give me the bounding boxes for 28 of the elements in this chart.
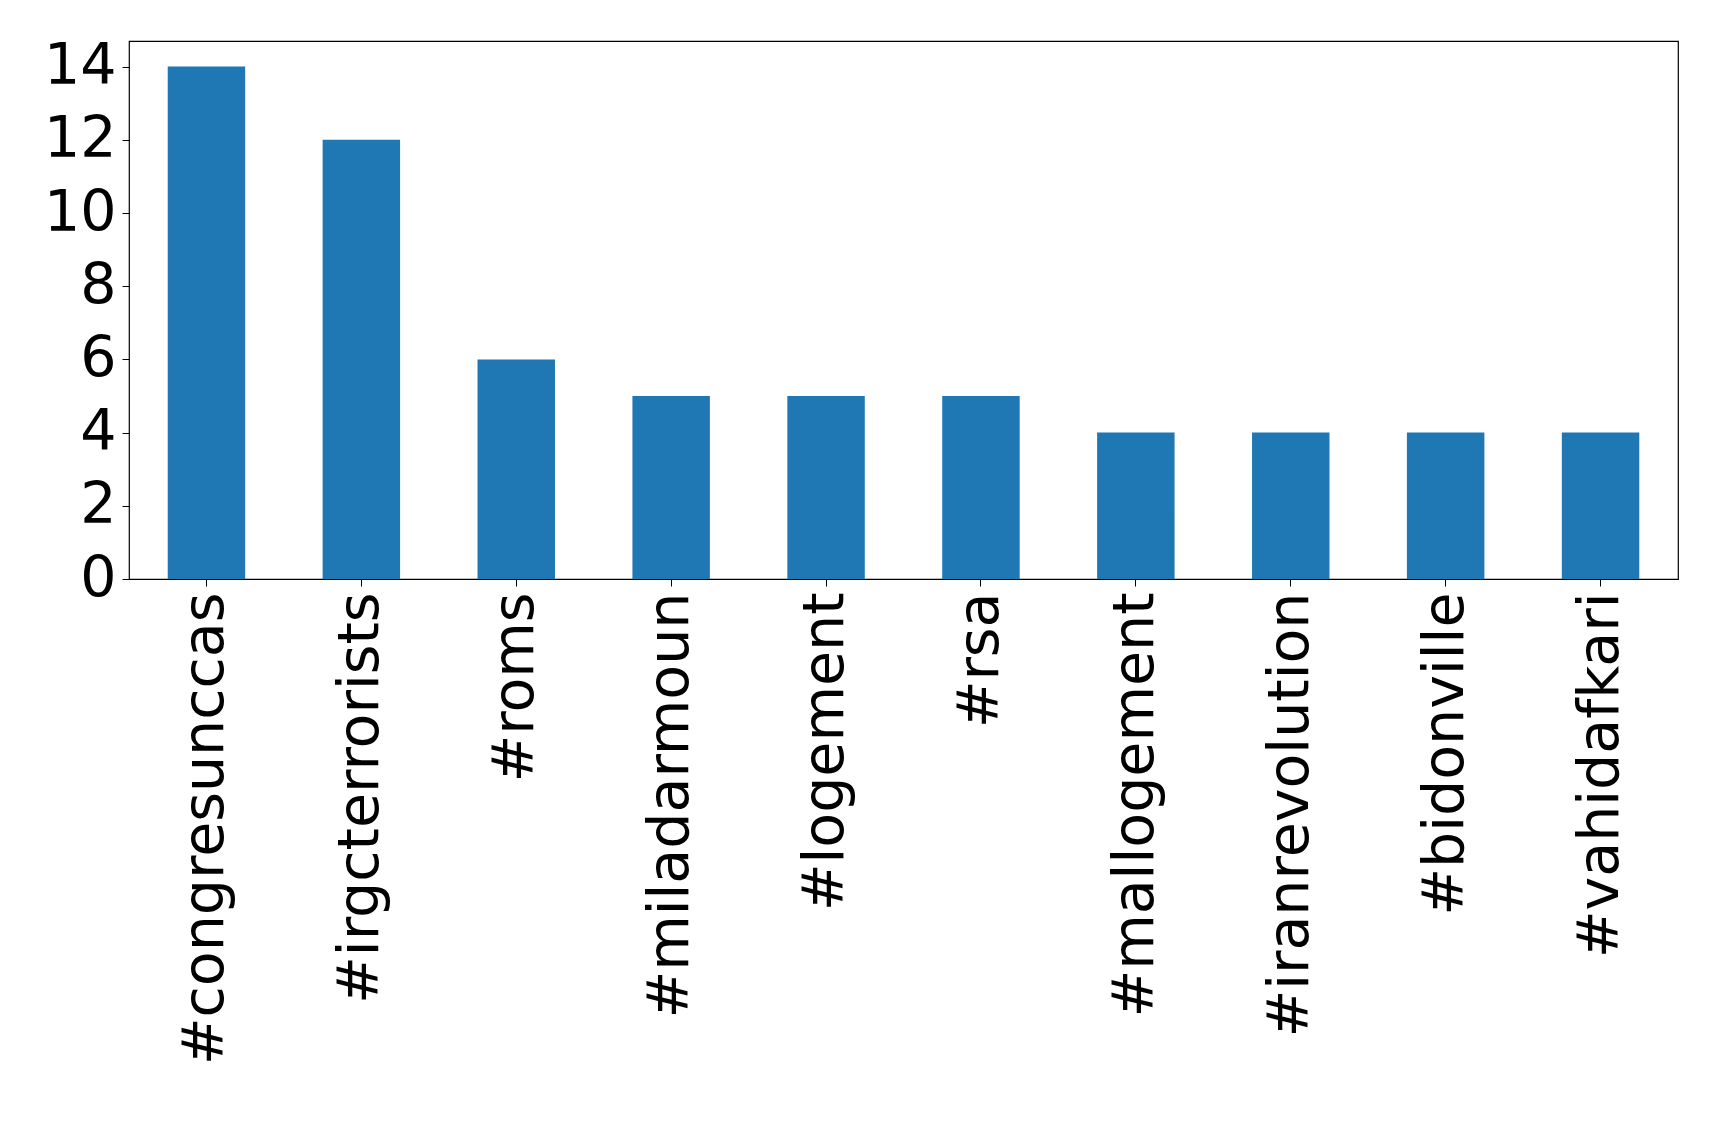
bar — [1097, 432, 1175, 579]
bar — [1252, 432, 1330, 579]
x-tick-label: #irgcterrorists — [325, 592, 392, 1004]
y-tick-label: 10 — [43, 177, 117, 244]
y-tick-label: 12 — [43, 104, 117, 171]
y-tick-label: 8 — [80, 250, 117, 317]
x-tick-label: #vahidafkari — [1564, 592, 1631, 959]
x-tick-label: #rsa — [944, 592, 1011, 729]
x-tick-label: #iranrevolution — [1254, 592, 1321, 1038]
y-tick-label: 14 — [43, 31, 117, 98]
x-tick-label: #roms — [480, 592, 547, 783]
bar — [1406, 432, 1485, 579]
bar — [942, 396, 1020, 579]
x-tick-label: #bidonville — [1409, 592, 1476, 916]
y-tick-label: 6 — [80, 323, 117, 390]
bar — [322, 139, 401, 579]
bar — [632, 396, 710, 579]
bar — [787, 396, 865, 579]
bar — [1561, 432, 1640, 579]
y-tick-label: 4 — [80, 397, 117, 464]
bar — [167, 66, 246, 579]
y-tick-label: 2 — [80, 470, 117, 537]
x-tick-label: #miladarmoun — [635, 592, 702, 1019]
y-tick-label: 0 — [80, 543, 117, 610]
x-tick-label: #logement — [790, 592, 857, 912]
bar — [477, 359, 555, 579]
x-tick-label: #mallogement — [1099, 592, 1166, 1018]
x-tick-label: #congresunccas — [170, 592, 237, 1066]
